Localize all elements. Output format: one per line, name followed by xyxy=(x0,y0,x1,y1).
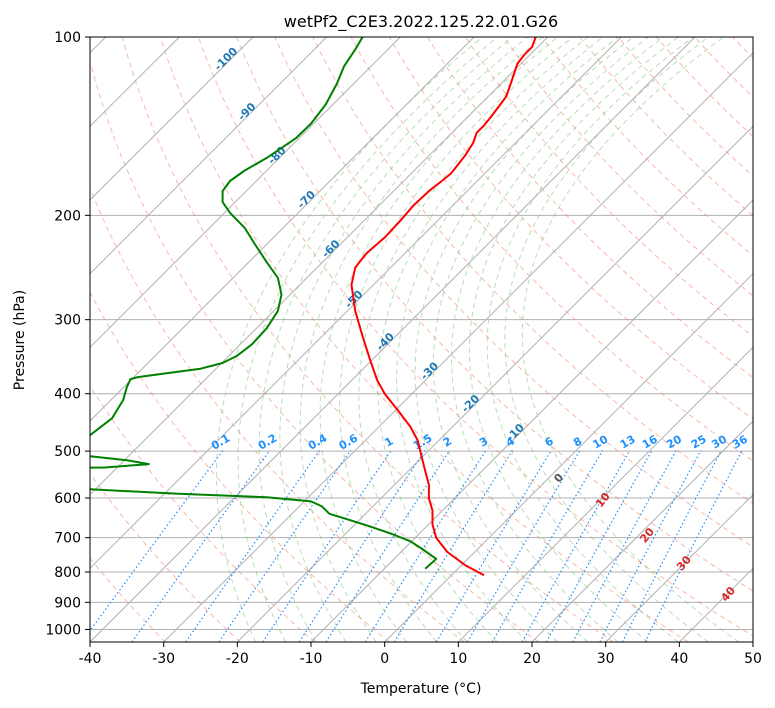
isotherm-line xyxy=(236,125,753,642)
x-tick-label: 20 xyxy=(523,651,541,667)
dry-adiabat xyxy=(350,37,753,462)
isotherm-line xyxy=(90,37,622,570)
dewpoint-profile-line xyxy=(90,37,438,570)
isotherm-line xyxy=(90,37,696,642)
moist-adiabat xyxy=(377,37,604,642)
isotherm-line xyxy=(90,37,475,422)
temperature-profile-line xyxy=(350,37,537,577)
dry-adiabat xyxy=(90,472,241,642)
y-tick-label: 900 xyxy=(54,595,81,611)
y-tick-label: 500 xyxy=(54,444,81,460)
mixing-ratio-line xyxy=(572,450,677,642)
isotherm-line xyxy=(531,420,753,642)
dry-adiabat xyxy=(90,186,465,642)
moist-adiabat xyxy=(237,37,498,642)
moist-adiabat xyxy=(521,37,739,642)
x-tick-label: -30 xyxy=(152,651,175,667)
y-tick-label: 1000 xyxy=(45,622,81,638)
y-axis: 100 200 300 400 500 600 700 800 900 1000 xyxy=(45,30,90,638)
x-tick-label: -40 xyxy=(79,651,102,667)
mixing-ratio-line xyxy=(491,450,604,642)
y-tick-label: 800 xyxy=(54,565,81,581)
mixing-ratio-line xyxy=(393,450,514,642)
isotherm-line xyxy=(90,37,254,201)
x-tick-label: 30 xyxy=(597,651,615,667)
mixing-ratio-line xyxy=(545,450,653,642)
moist-adiabat xyxy=(319,37,559,642)
dry-adiabat xyxy=(159,37,689,642)
mixing-ratio-line xyxy=(218,450,352,642)
isotherm-line xyxy=(457,346,753,642)
mixing-ratio-line xyxy=(435,450,552,642)
moist-adiabat xyxy=(414,37,634,642)
mixing-ratio-line xyxy=(131,450,271,642)
y-tick-label: 700 xyxy=(54,531,81,547)
dry-adiabat xyxy=(198,37,753,637)
mixing-ratio-line xyxy=(521,450,631,642)
y-tick-label: 600 xyxy=(54,491,81,507)
moist-adiabat xyxy=(450,37,664,642)
isotherm-line xyxy=(605,493,753,642)
dry-adiabat xyxy=(312,37,753,505)
mixing-ratio-line xyxy=(599,450,702,642)
dry-adiabat xyxy=(90,384,316,642)
mixing-ratio-line xyxy=(185,450,321,642)
x-axis-label: Temperature (°C) xyxy=(360,681,482,697)
isotherm-line xyxy=(90,37,549,496)
dry-adiabat xyxy=(236,37,753,592)
x-tick-label: 10 xyxy=(449,651,467,667)
dry-adiabat xyxy=(121,37,614,642)
moist-adiabat xyxy=(258,37,513,642)
moist-adiabat xyxy=(504,37,709,642)
isotherm-line xyxy=(384,272,753,642)
x-tick-label: 50 xyxy=(744,651,762,667)
moist-adiabat xyxy=(279,37,528,642)
moist-adiabat xyxy=(396,37,619,642)
mixing-ratio-line xyxy=(364,450,487,642)
moist-adiabat xyxy=(339,37,574,642)
chart-title: wetPf2_C2E3.2022.125.22.01.G26 xyxy=(284,12,558,32)
mixing-ratio-line xyxy=(466,450,581,642)
profile-lines xyxy=(90,37,537,577)
plot-frame xyxy=(89,36,754,643)
y-axis-label: Pressure (hPa) xyxy=(12,290,28,390)
dry-adiabat xyxy=(90,291,390,642)
x-tick-label: -20 xyxy=(226,651,249,667)
y-tick-label: 300 xyxy=(54,313,81,329)
moist-adiabat xyxy=(486,37,694,642)
y-tick-label: 400 xyxy=(54,387,81,403)
x-tick-label: 40 xyxy=(670,651,688,667)
x-tick-label: -10 xyxy=(300,651,323,667)
isotherm-line xyxy=(90,37,328,275)
isotherm-line xyxy=(90,37,401,349)
background-lines xyxy=(90,37,753,642)
y-tick-label: 200 xyxy=(54,208,81,224)
y-tick-label: 100 xyxy=(54,30,81,46)
moist-adiabat xyxy=(468,37,679,642)
x-axis: -40 -30 -20 -10 0 10 20 30 40 50 xyxy=(79,642,762,667)
x-tick-label: 0 xyxy=(380,651,389,667)
isotherm-line xyxy=(163,51,753,642)
